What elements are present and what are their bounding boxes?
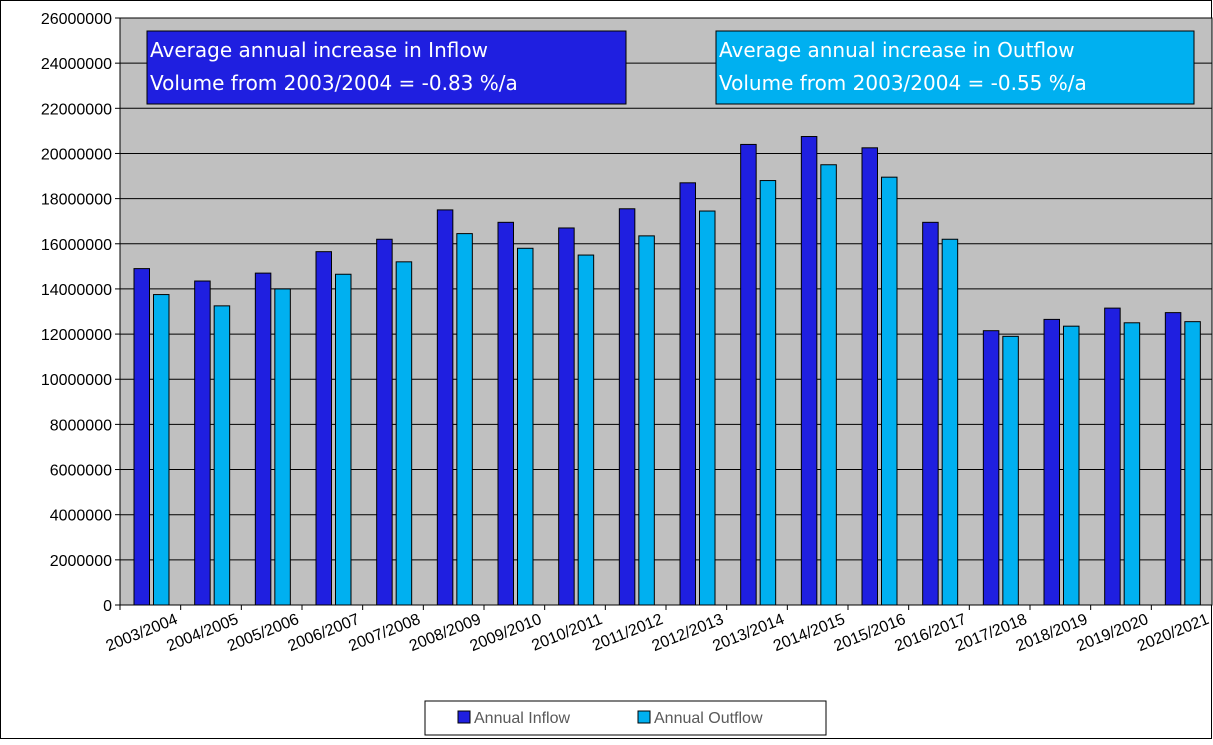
y-tick-label: 10000000 (41, 372, 112, 389)
bar-outflow (153, 294, 170, 606)
bars-group (133, 136, 1201, 606)
bar-inflow (922, 221, 939, 606)
bar-inflow (558, 227, 575, 606)
legend: Annual Inflow Annual Outflow (424, 700, 827, 736)
bar-inflow (254, 272, 272, 606)
bar-inflow (497, 221, 514, 606)
bar-inflow (982, 330, 1000, 606)
bar-inflow (800, 136, 818, 606)
bar-outflow (1002, 335, 1019, 606)
plot-area (119, 17, 1213, 606)
annotation-outflow: Average annual increase in Outflow Volum… (715, 30, 1195, 105)
bar-outflow (1123, 322, 1141, 606)
annotation-inflow: Average annual increase in Inflow Volume… (146, 30, 627, 105)
bar-inflow (133, 268, 150, 606)
bar-inflow (618, 208, 636, 606)
bar-inflow (1104, 307, 1121, 606)
y-tick-label: 0 (103, 598, 112, 615)
y-tick-label: 2000000 (50, 553, 112, 570)
annotation-outflow-line-1: Average annual increase in Outflow (719, 38, 1075, 62)
y-tick-label: 20000000 (41, 146, 112, 163)
y-tick-label: 18000000 (41, 192, 112, 209)
annotation-inflow-box (146, 30, 627, 105)
bar-inflow (376, 238, 393, 606)
bar-inflow (194, 280, 211, 606)
legend-swatch-outflow (637, 710, 651, 724)
annotation-outflow-box (715, 30, 1195, 105)
annotation-inflow-line-2: Volume from 2003/2004 = -0.83 %/a (150, 71, 518, 95)
bar-inflow (1164, 312, 1182, 606)
bar-outflow (517, 247, 534, 606)
legend-box (424, 700, 827, 736)
bar-outflow (699, 210, 716, 606)
bar-outflow (456, 233, 473, 606)
y-tick-label: 12000000 (41, 327, 112, 344)
annotation-inflow-line-1: Average annual increase in Inflow (150, 38, 488, 62)
legend-label-outflow: Annual Outflow (654, 710, 763, 727)
bar-outflow (881, 176, 898, 606)
bar-outflow (1063, 325, 1080, 606)
bar-outflow (335, 273, 352, 606)
bar-outflow (395, 261, 413, 606)
y-tick-label: 24000000 (41, 56, 112, 73)
bar-inflow (436, 209, 454, 606)
bar-inflow (679, 182, 696, 606)
y-tick-label: 8000000 (50, 417, 112, 434)
bar-inflow (740, 143, 757, 606)
bar-inflow (1043, 318, 1060, 606)
bar-inflow (861, 147, 878, 606)
y-tick-label: 14000000 (41, 282, 112, 299)
bar-outflow (1184, 321, 1201, 606)
bar-outflow (820, 164, 837, 606)
legend-label-inflow: Annual Inflow (474, 710, 571, 727)
y-tick-label: 4000000 (50, 508, 112, 525)
y-tick-label: 26000000 (41, 11, 112, 28)
y-axis-tick-labels: 0 2000000 4000000 6000000 8000000 10000000 120… (41, 11, 120, 615)
y-tick-label: 22000000 (41, 101, 112, 118)
gridlines (120, 62, 1212, 561)
y-tick-label: 16000000 (41, 237, 112, 254)
y-tick-label: 6000000 (50, 463, 112, 480)
bar-outflow (274, 288, 291, 606)
legend-swatch-inflow (457, 710, 471, 724)
bar-outflow (759, 180, 777, 606)
bar-outflow (577, 254, 595, 606)
bar-outflow (941, 238, 959, 606)
bar-outflow (213, 305, 231, 606)
bar-outflow (638, 235, 655, 606)
annotation-outflow-line-2: Volume from 2003/2004 = -0.55 %/a (719, 71, 1087, 95)
bar-inflow (315, 251, 332, 606)
